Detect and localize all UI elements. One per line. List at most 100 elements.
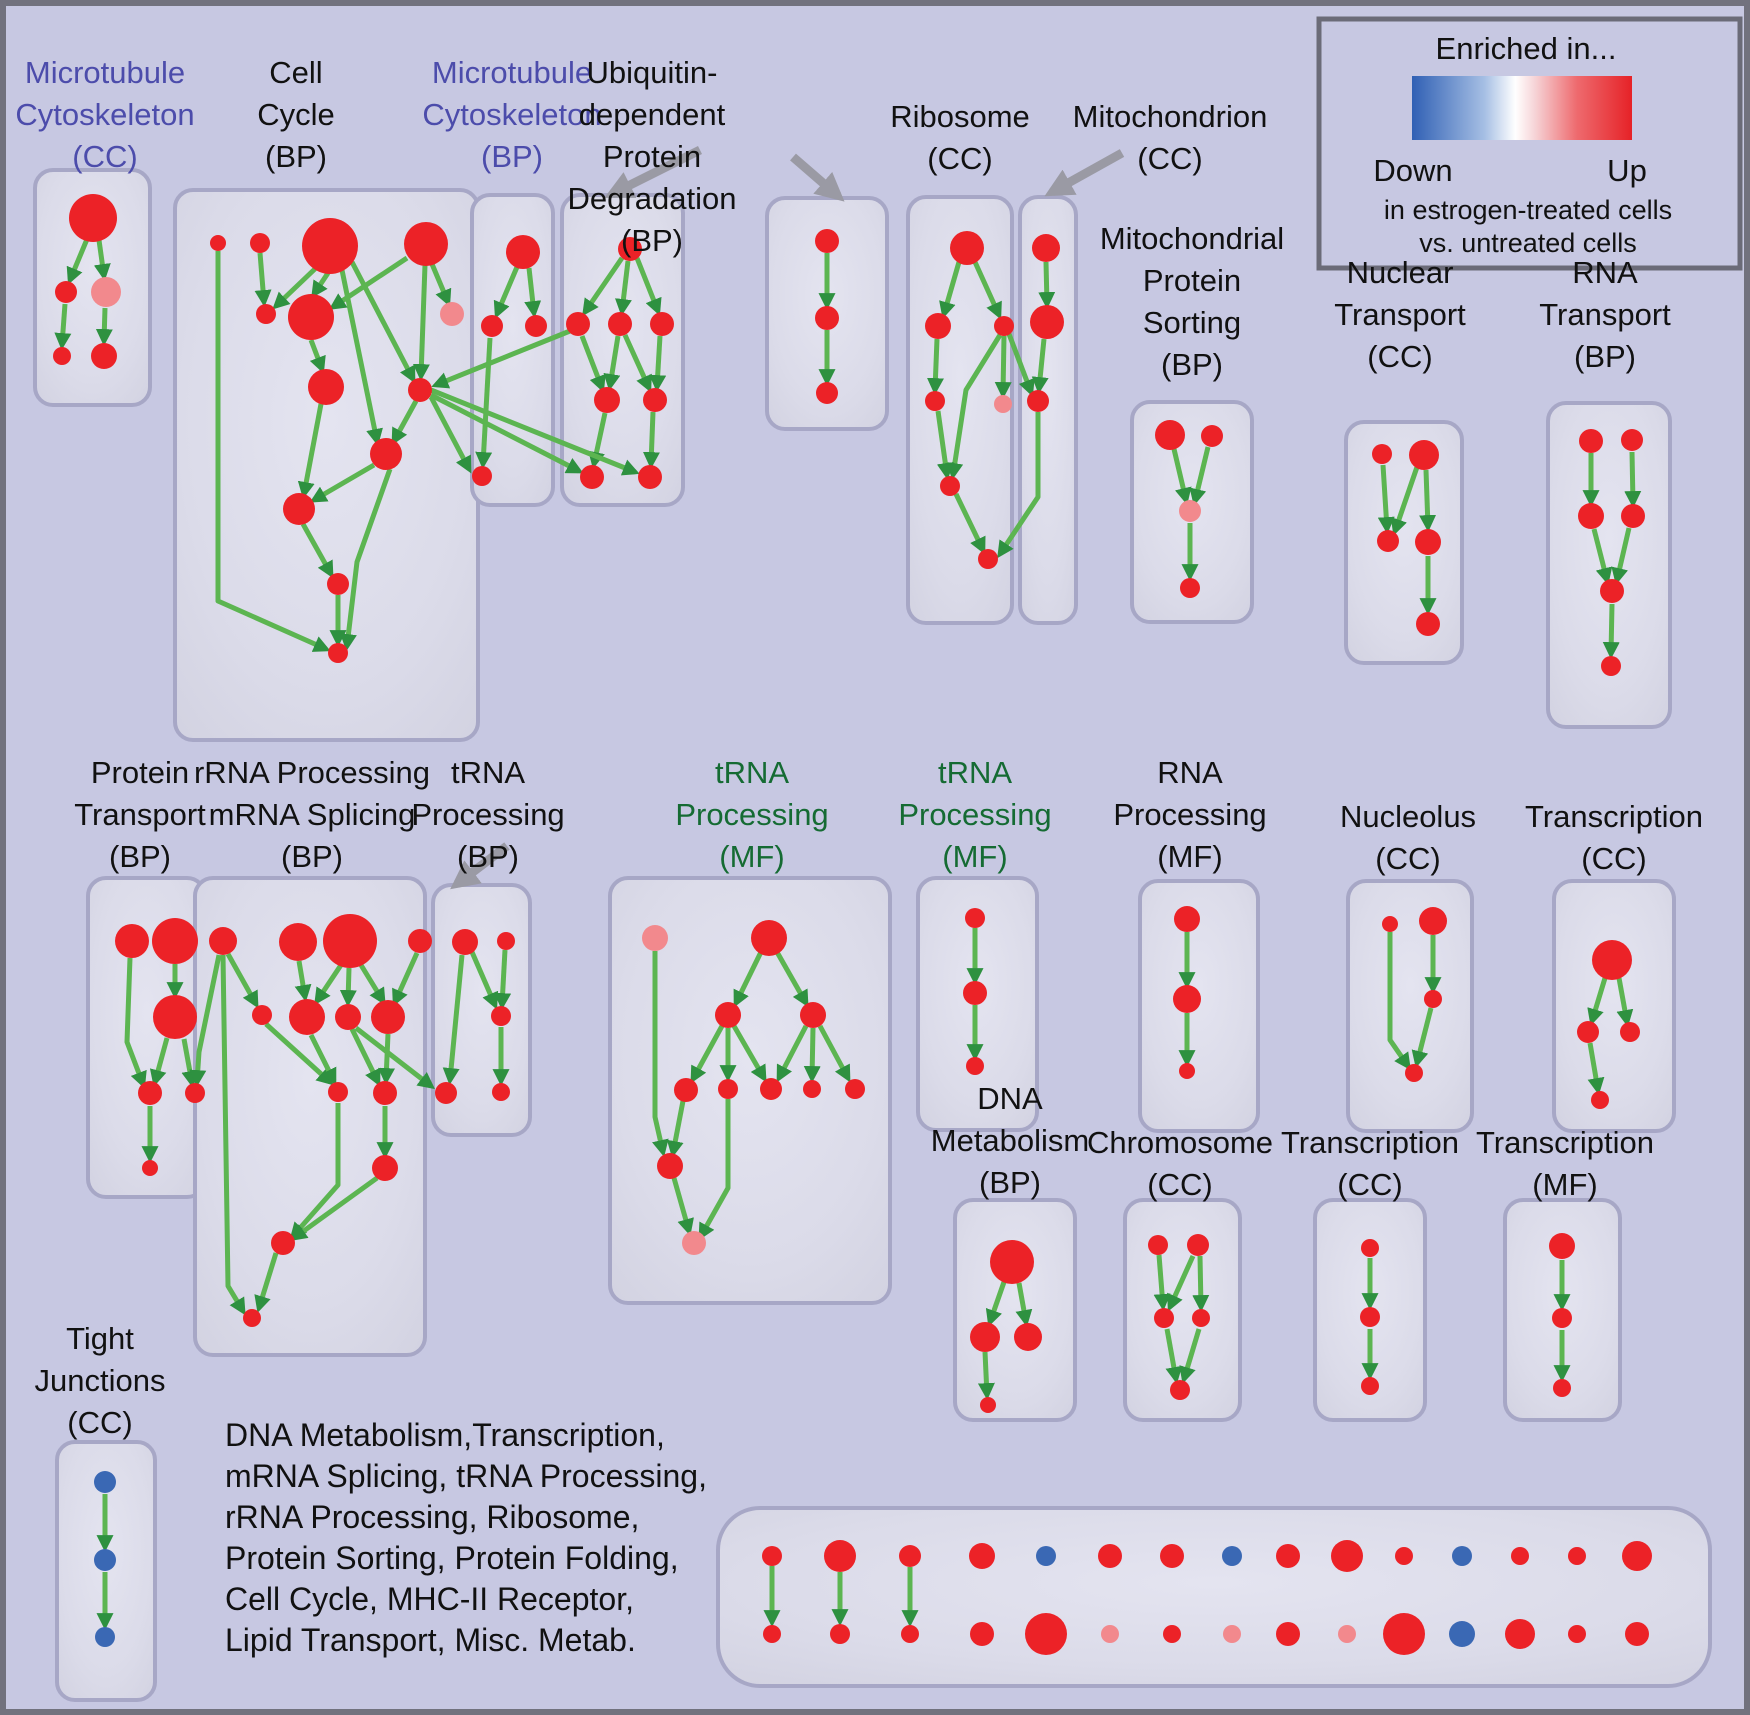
go-term-node-summary-strip <box>1505 1619 1535 1649</box>
edge-arrow <box>308 339 326 374</box>
go-term-node-rna-processing-mf <box>1173 985 1201 1013</box>
go-term-node-protein-transport <box>115 924 149 958</box>
go-term-node-summary-strip <box>1622 1541 1652 1571</box>
edge-arrow <box>328 255 409 310</box>
go-term-node-tight-junctions <box>95 1627 115 1647</box>
go-term-node-transcription-cc-1 <box>1577 1021 1599 1043</box>
edge-arrow <box>579 335 606 393</box>
edge-arrow <box>308 1033 337 1086</box>
edge-arrow <box>946 333 1003 481</box>
edge-arrow <box>431 328 571 389</box>
edge-arrow <box>671 1177 694 1236</box>
edge-arrow <box>926 338 944 396</box>
group-box-summary-strip <box>716 1506 1712 1688</box>
go-term-node-microtubule-cc <box>69 194 117 242</box>
go-term-node-trna-mf-large <box>715 1002 741 1028</box>
edge-arrow <box>225 952 259 1009</box>
go-term-node-ribosome <box>925 391 945 411</box>
go-term-node-mitochondrion <box>1027 390 1049 412</box>
edge-arrow <box>731 1024 767 1083</box>
go-term-node-ubiquitin-main <box>643 388 667 412</box>
edge-arrow <box>95 307 113 347</box>
edge-arrow <box>1390 466 1420 536</box>
go-term-node-trna-mf-small <box>966 1057 984 1075</box>
go-term-node-cell-cycle <box>408 378 432 402</box>
edge-arrow <box>349 1027 381 1087</box>
go-term-node-summary-strip <box>901 1625 919 1643</box>
go-term-node-mitochondrion <box>1032 234 1060 262</box>
edge-arrow <box>1006 333 1035 397</box>
legend-box <box>1316 16 1743 271</box>
edge-arrow <box>582 256 625 317</box>
go-term-node-mito-sorting <box>1201 425 1223 447</box>
legend-gradient-bar <box>1412 76 1632 140</box>
edge-arrow <box>776 1024 809 1083</box>
go-term-node-ubiquitin-chain <box>815 306 839 330</box>
go-term-node-rrna-mrna <box>279 923 317 961</box>
edge-arrow <box>354 1026 436 1090</box>
edge-arrow <box>1411 1007 1434 1068</box>
edge-arrow <box>358 963 386 1006</box>
go-term-node-summary-strip <box>1160 1544 1184 1568</box>
edge-arrow <box>790 153 845 202</box>
edge-arrow <box>254 1252 279 1313</box>
edge-arrow <box>1377 464 1395 535</box>
edge-arrow <box>430 387 640 476</box>
edge-arrow <box>1602 603 1620 660</box>
go-term-node-rrna-mrna <box>289 999 325 1035</box>
go-term-node-ubiquitin-main <box>638 465 662 489</box>
edge-arrow <box>1591 528 1613 585</box>
edge-arrow <box>1167 1254 1196 1312</box>
go-term-node-cell-cycle <box>250 233 270 253</box>
go-term-node-rrna-mrna <box>209 927 237 955</box>
edge-arrow <box>997 412 1041 559</box>
go-term-node-ubiquitin-main <box>618 237 642 261</box>
edge-arrow <box>622 333 652 393</box>
go-term-node-rna-transport <box>1578 503 1604 529</box>
go-term-node-summary-strip <box>830 1624 850 1644</box>
go-term-node-rrna-mrna <box>252 1005 272 1025</box>
go-term-node-rna-processing-mf <box>1174 906 1200 932</box>
go-term-node-microtubule-bp <box>506 235 540 269</box>
go-term-node-chromosome <box>1192 1309 1210 1327</box>
go-term-node-rna-transport <box>1579 429 1603 453</box>
edge-arrow <box>698 1099 731 1241</box>
edge-arrow <box>215 251 331 652</box>
edge-arrow <box>1189 446 1211 506</box>
go-term-node-ribosome <box>978 549 998 569</box>
edge-arrow <box>475 337 493 470</box>
go-term-node-summary-strip <box>1395 1547 1413 1565</box>
edge-arrow <box>935 410 954 481</box>
go-term-node-summary-strip <box>1276 1544 1300 1568</box>
go-term-node-ubiquitin-main <box>580 465 604 489</box>
go-term-node-rrna-mrna <box>271 1231 295 1255</box>
layer-nodes <box>53 194 1652 1655</box>
go-term-node-summary-strip <box>970 1622 994 1646</box>
go-term-node-chromosome <box>1187 1234 1209 1256</box>
go-term-node-summary-strip <box>1331 1540 1363 1572</box>
edge-arrow <box>1192 1255 1210 1313</box>
go-term-node-dna-metabolism <box>990 1240 1034 1284</box>
edge-arrow <box>442 954 465 1086</box>
edge-arrow <box>666 1100 686 1159</box>
go-term-node-trna-mf-large <box>682 1231 706 1255</box>
go-term-node-microtubule-bp <box>525 315 547 337</box>
go-term-node-rna-transport <box>1601 656 1621 676</box>
go-term-node-dna-metabolism <box>1014 1323 1042 1351</box>
go-term-node-trna-mf-large <box>760 1078 782 1100</box>
go-term-node-microtubule-cc <box>55 281 77 303</box>
edge-arrow <box>412 264 430 382</box>
go-term-node-trna-mf-large <box>657 1153 683 1179</box>
go-term-node-trna-bp <box>497 932 515 950</box>
go-term-node-rrna-mrna <box>243 1309 261 1327</box>
group-box-rna-transport <box>1546 401 1672 729</box>
go-term-node-cell-cycle <box>440 302 464 326</box>
edge-arrow <box>311 271 331 299</box>
edge-arrow <box>614 260 632 317</box>
group-box-transcription-cc-1 <box>1552 879 1676 1133</box>
go-term-node-summary-strip <box>762 1546 782 1566</box>
edge-arrow <box>493 266 520 319</box>
go-term-node-protein-transport <box>152 918 198 964</box>
edge-arrow <box>817 1024 851 1083</box>
go-term-node-rrna-mrna <box>408 929 432 953</box>
